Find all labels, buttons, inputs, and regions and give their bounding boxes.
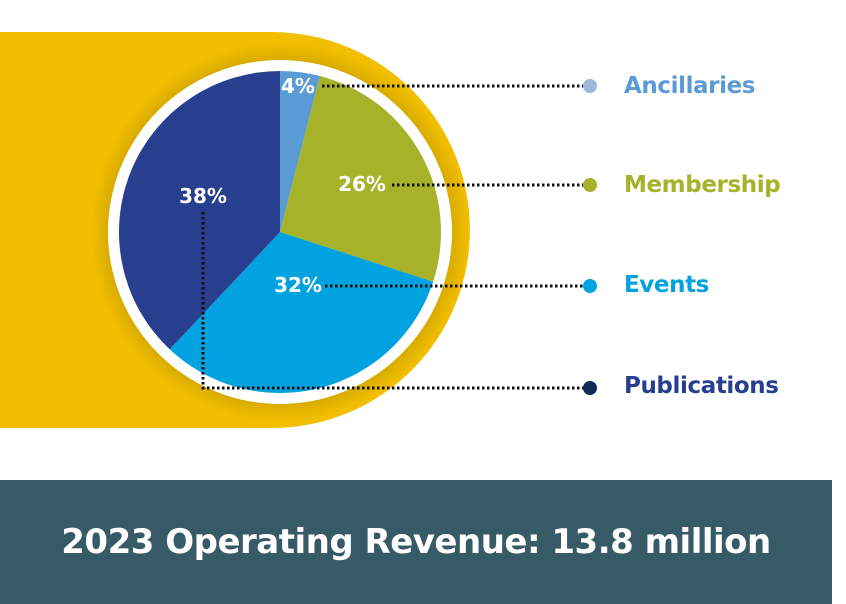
pie-slices bbox=[119, 71, 441, 393]
legend-dot-events bbox=[583, 279, 597, 293]
legend-label-publications: Publications bbox=[624, 373, 779, 399]
pie-slice-ancillaries bbox=[280, 71, 321, 232]
legend-label-ancillaries: Ancillaries bbox=[624, 73, 756, 99]
leader-lines bbox=[201, 84, 584, 390]
value-label-events: 32% bbox=[274, 273, 322, 297]
value-label-ancillaries: 4% bbox=[281, 74, 315, 98]
legend-dot-publications bbox=[583, 381, 597, 395]
value-label-membership: 26% bbox=[338, 172, 386, 196]
pie-slice-publications bbox=[119, 71, 280, 350]
leader-line-publications bbox=[201, 212, 584, 390]
revenue-banner: 2023 Operating Revenue: 13.8 million bbox=[0, 480, 832, 604]
banner-title: 2023 Operating Revenue: 13.8 million bbox=[61, 522, 771, 562]
legend-label-membership: Membership bbox=[624, 172, 781, 198]
value-label-publications: 38% bbox=[179, 184, 227, 208]
legend-label-events: Events bbox=[624, 272, 709, 298]
slice-value-labels: 4% 26% 32% 38% bbox=[179, 74, 386, 297]
legend-dots bbox=[583, 79, 597, 395]
legend-dot-ancillaries bbox=[583, 79, 597, 93]
legend-dot-membership bbox=[583, 178, 597, 192]
pie-slice-membership bbox=[280, 76, 441, 282]
pie-slice-events bbox=[169, 232, 434, 393]
